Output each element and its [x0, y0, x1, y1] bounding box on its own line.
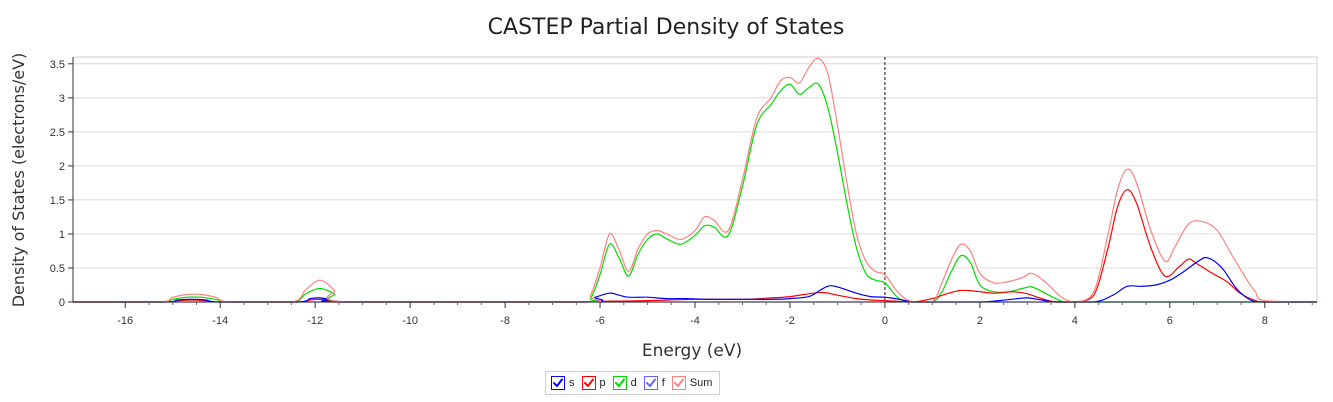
y-tick-label: 0 — [59, 297, 65, 309]
plot-area — [72, 56, 1318, 303]
x-tick-label: -12 — [307, 315, 323, 327]
y-tick-label: 3 — [59, 93, 65, 105]
x-tick-label: -14 — [212, 315, 228, 327]
x-tick-label: 0 — [882, 315, 888, 327]
y-tick-label: 1.5 — [50, 195, 65, 207]
y-tick-label: 0.5 — [50, 263, 65, 275]
legend-item-p[interactable]: p — [581, 376, 606, 390]
legend-label: f — [661, 377, 665, 389]
chart-legend: s p d f Sum — [545, 371, 721, 395]
series-p-line — [73, 189, 1317, 303]
axes — [72, 57, 1317, 303]
x-tick-label: 8 — [1262, 315, 1268, 327]
legend-label: p — [599, 377, 606, 389]
x-tick-label: -8 — [500, 315, 510, 327]
y-tick-label: 3.5 — [50, 59, 65, 71]
grid-lines — [73, 63, 1317, 269]
x-tick-label: -4 — [690, 315, 700, 327]
y-axis-label: Density of States (electrons/eV) — [9, 53, 28, 308]
x-tick-label: -10 — [402, 315, 418, 327]
series-sum-line — [73, 57, 1318, 303]
x-tick-label: 6 — [1167, 315, 1173, 327]
checkbox-icon[interactable] — [612, 376, 627, 390]
series-layer — [73, 57, 1318, 303]
checkbox-icon[interactable] — [643, 376, 658, 390]
legend-label: d — [630, 377, 637, 389]
x-tick-label: -16 — [117, 315, 133, 327]
x-tick-label: 4 — [1072, 315, 1078, 327]
checkbox-icon[interactable] — [581, 376, 596, 390]
chart-title: CASTEP Partial Density of States — [488, 15, 845, 40]
x-tick-label: 2 — [977, 315, 983, 327]
checkbox-icon[interactable] — [671, 376, 686, 390]
x-tick-label: -2 — [785, 315, 795, 327]
legend-item-s[interactable]: s — [551, 376, 575, 390]
checkbox-icon[interactable] — [551, 376, 565, 390]
y-tick-label: 2.5 — [50, 127, 65, 139]
y-tick-label: 1 — [59, 229, 65, 241]
series-s-line — [73, 256, 1317, 303]
y-axis-ticks: 0 0.5 1 1.5 2 2.5 3 3.5 — [50, 59, 73, 309]
legend-item-d[interactable]: d — [612, 376, 637, 390]
y-tick-label: 2 — [59, 161, 65, 173]
legend-item-f[interactable]: f — [643, 376, 665, 390]
x-axis-ticks: -16 -14 -12 -10 -8 -6 -4 -2 0 2 4 6 8 — [117, 302, 1313, 327]
series-d-line — [73, 82, 1317, 303]
legend-label: Sum — [689, 377, 713, 389]
legend-label: s — [569, 377, 575, 389]
legend-item-sum[interactable]: Sum — [671, 376, 713, 390]
x-axis-label: Energy (eV) — [642, 341, 742, 361]
x-tick-label: -6 — [595, 315, 605, 327]
